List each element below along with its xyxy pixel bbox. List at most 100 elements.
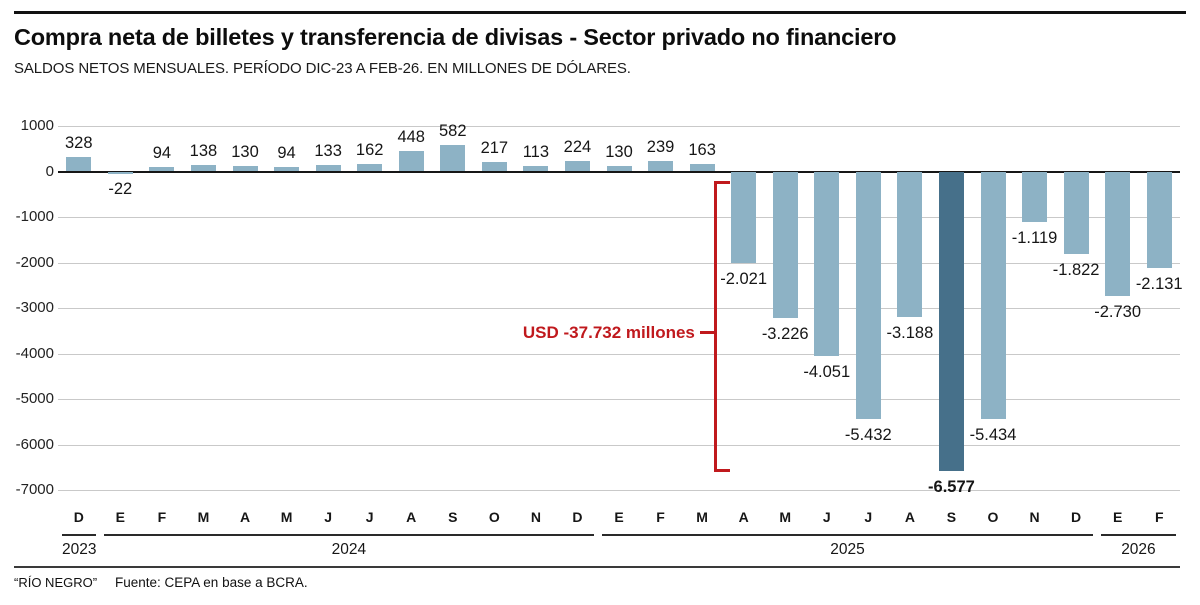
- bar-value-label: -2.131: [1135, 275, 1183, 294]
- month-tick-label: J: [324, 509, 332, 525]
- bar-F-2024: [149, 167, 175, 172]
- bar-S-2025: [938, 171, 964, 471]
- bar-value-label: 217: [480, 138, 509, 157]
- year-group-underline: [602, 534, 1093, 536]
- y-axis-tick-label: 1000: [20, 117, 54, 134]
- bar-value-label: 133: [314, 142, 342, 161]
- bar-O-2025: [980, 171, 1006, 419]
- bar-value-label: 239: [646, 137, 675, 156]
- zero-axis-line: [58, 170, 1180, 173]
- month-tick-label: D: [572, 509, 583, 525]
- page-title: Compra neta de billetes y transferencia …: [14, 24, 897, 50]
- month-tick-label: A: [904, 509, 915, 525]
- bar-O-2024: [481, 161, 507, 172]
- annotation-bracket-vline: [713, 180, 717, 472]
- bar-S-2024: [440, 145, 466, 172]
- year-group-underline: [103, 534, 595, 536]
- y-axis-tick-label: -7000: [15, 481, 54, 498]
- y-axis-tick-label: -5000: [15, 390, 54, 407]
- month-tick-label: S: [946, 509, 957, 525]
- month-tick-label: N: [530, 509, 541, 525]
- bar-value-label: 138: [189, 142, 218, 161]
- month-tick-label: J: [822, 509, 831, 525]
- month-tick-label: D: [1071, 509, 1082, 525]
- y-axis-tick-label: -1000: [15, 208, 54, 225]
- month-tick-label: J: [864, 509, 873, 525]
- bar-value-label: 94: [277, 144, 296, 163]
- bar-value-label: -3.188: [886, 323, 934, 342]
- bar-value-label: -4.051: [803, 362, 851, 381]
- footer-rule: [14, 566, 1180, 568]
- month-tick-label: E: [115, 509, 125, 525]
- bar-value-label: 130: [605, 142, 633, 161]
- month-tick-label: S: [448, 509, 458, 525]
- bar-value-label: -2.021: [720, 270, 768, 289]
- bar-E-2025: [606, 165, 632, 172]
- bar-value-label: 582: [439, 122, 467, 141]
- annotation-bracket-mid-tick: [699, 331, 714, 334]
- bar-value-label: 448: [397, 128, 425, 147]
- bar-value-label: -6.577: [928, 477, 975, 496]
- bar-value-label: -5.432: [844, 425, 892, 444]
- month-tick-label: A: [239, 509, 251, 525]
- bar-N-2024: [523, 166, 549, 172]
- bar-value-label: -1.119: [1011, 229, 1058, 248]
- bar-value-label: -1.822: [1052, 261, 1100, 280]
- bar-A-2024: [232, 165, 258, 172]
- annotation-bracket-bottom-tick: [713, 469, 730, 472]
- gridline: [58, 444, 1180, 446]
- top-rule: [14, 11, 1186, 14]
- year-group-underline: [1100, 534, 1176, 536]
- annotation-total-label: USD -37.732 millones: [522, 323, 695, 342]
- gridline: [58, 217, 1180, 218]
- gridline: [58, 490, 1180, 491]
- bar-M-2024: [274, 167, 300, 172]
- bar-A-2025: [897, 171, 923, 317]
- gridline: [58, 399, 1180, 400]
- bar-J-2025: [855, 171, 881, 419]
- bar-J-2024: [357, 164, 383, 172]
- month-tick-label: F: [157, 509, 167, 525]
- month-tick-label: O: [488, 509, 500, 525]
- month-tick-label: M: [779, 509, 792, 525]
- bar-value-label: -5.434: [969, 425, 1017, 444]
- year-group-label: 2025: [830, 541, 865, 558]
- year-group-underline: [62, 534, 96, 536]
- gridline: [58, 262, 1180, 264]
- bar-M-2024: [190, 165, 216, 172]
- bar-D-2023: [66, 156, 92, 172]
- bar-M-2025: [689, 164, 715, 172]
- y-axis-tick-label: -3000: [15, 299, 54, 316]
- annotation-bracket-top-tick: [713, 180, 730, 184]
- month-tick-label: F: [1154, 509, 1164, 525]
- y-axis-tick-label: -4000: [15, 344, 54, 362]
- bar-F-2025: [648, 160, 674, 172]
- bar-M-2025: [772, 171, 798, 319]
- month-tick-label: J: [365, 509, 374, 525]
- gridline: [58, 126, 1180, 127]
- bar-J-2025: [814, 171, 840, 356]
- page-subtitle: SALDOS NETOS MENSUALES. PERÍODO DIC-23 A…: [14, 60, 631, 77]
- bar-J-2024: [315, 165, 341, 172]
- month-tick-label: A: [406, 509, 417, 525]
- bar-value-label: 328: [65, 133, 93, 152]
- footer-source: Fuente: CEPA en base a BCRA.: [115, 575, 308, 590]
- month-tick-label: M: [696, 509, 708, 525]
- month-tick-label: N: [1029, 509, 1040, 525]
- bar-value-label: 163: [688, 141, 716, 160]
- year-group-label: 2026: [1121, 541, 1156, 558]
- bar-value-label: 224: [563, 138, 592, 157]
- bar-D-2025: [1063, 171, 1089, 255]
- bar-value-label: -22: [108, 179, 133, 198]
- bar-N-2025: [1022, 171, 1048, 223]
- gridline: [58, 308, 1180, 309]
- bar-D-2024: [564, 161, 590, 172]
- y-axis-tick-label: -2000: [15, 253, 54, 271]
- month-tick-label: A: [738, 509, 749, 525]
- month-tick-label: E: [614, 509, 624, 525]
- bar-value-label: 130: [231, 142, 259, 161]
- bar-E-2026: [1105, 171, 1131, 296]
- footer-brand: “RÍO NEGRO”: [14, 575, 98, 590]
- y-axis-tick-label: 0: [45, 162, 54, 180]
